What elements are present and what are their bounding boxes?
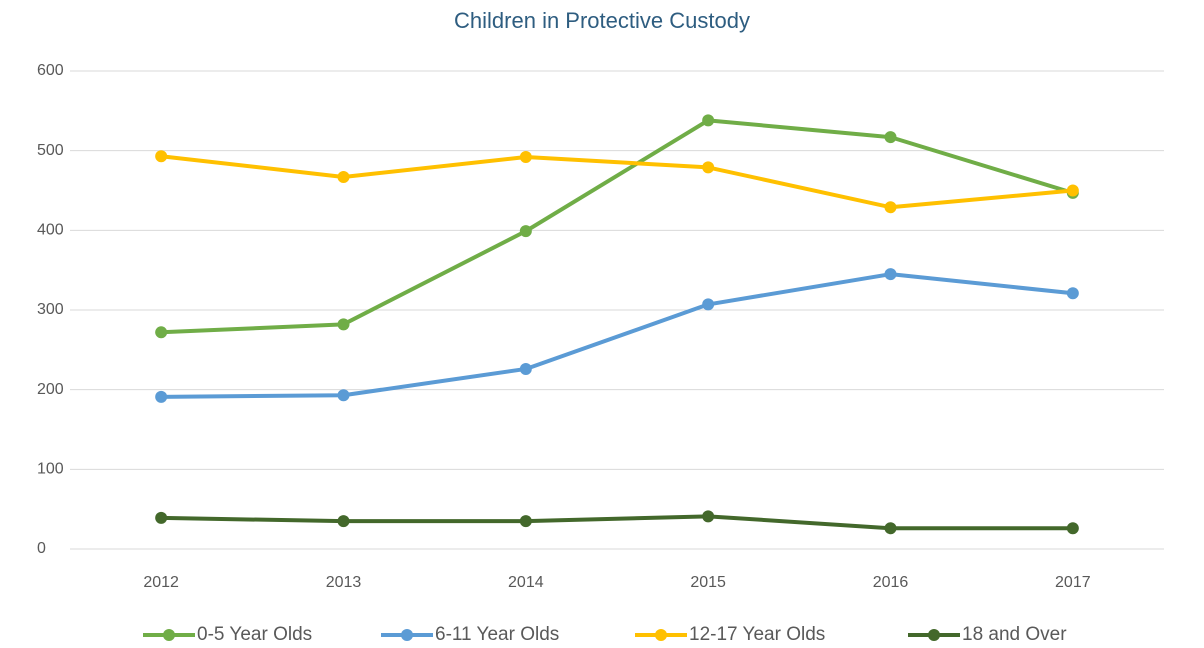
data-point: [702, 114, 715, 127]
data-point: [1066, 522, 1079, 535]
series-line: [160, 154, 1074, 210]
legend-label: 6-11 Year Olds: [435, 624, 559, 645]
y-tick-label: 300: [37, 301, 64, 318]
data-point: [702, 161, 715, 174]
legend-marker: [928, 629, 940, 641]
data-point: [337, 318, 350, 331]
y-tick-label: 500: [37, 142, 64, 159]
y-tick-label: 200: [37, 381, 64, 398]
y-tick-label: 600: [37, 62, 64, 79]
data-point: [884, 131, 897, 144]
legend-marker: [401, 629, 413, 641]
series-line: [161, 272, 1074, 399]
legend-label: 18 and Over: [962, 624, 1067, 645]
data-point: [337, 170, 350, 183]
legend-label: 12-17 Year Olds: [689, 624, 825, 645]
x-tick-label: 2013: [326, 574, 362, 591]
data-point: [155, 390, 168, 403]
y-tick-label: 400: [37, 222, 64, 239]
data-point: [884, 268, 897, 281]
x-tick-label: 2015: [690, 574, 726, 591]
y-tick-label: 0: [37, 540, 46, 557]
data-point: [337, 389, 350, 402]
series-line: [161, 118, 1074, 335]
data-point: [519, 362, 532, 375]
data-point: [155, 326, 168, 339]
series-line: [161, 514, 1073, 531]
y-tick-label: 100: [37, 461, 64, 478]
x-tick-label: 2017: [1055, 574, 1091, 591]
data-point: [519, 515, 532, 528]
x-tick-label: 2012: [143, 574, 179, 591]
legend-marker: [655, 629, 667, 641]
data-point: [519, 151, 532, 164]
legend-label: 0-5 Year Olds: [197, 624, 312, 645]
data-point: [702, 298, 715, 311]
data-point: [519, 225, 532, 238]
data-point: [702, 510, 715, 523]
data-point: [155, 511, 168, 524]
chart-title: Children in Protective Custody: [454, 8, 750, 33]
x-tick-label: 2014: [508, 574, 544, 591]
data-point: [884, 522, 897, 535]
x-tick-label: 2016: [873, 574, 909, 591]
legend-marker: [163, 629, 175, 641]
data-point: [884, 201, 897, 214]
data-point: [1066, 287, 1079, 300]
data-point: [155, 150, 168, 163]
data-point: [1066, 184, 1079, 197]
data-point: [337, 515, 350, 528]
